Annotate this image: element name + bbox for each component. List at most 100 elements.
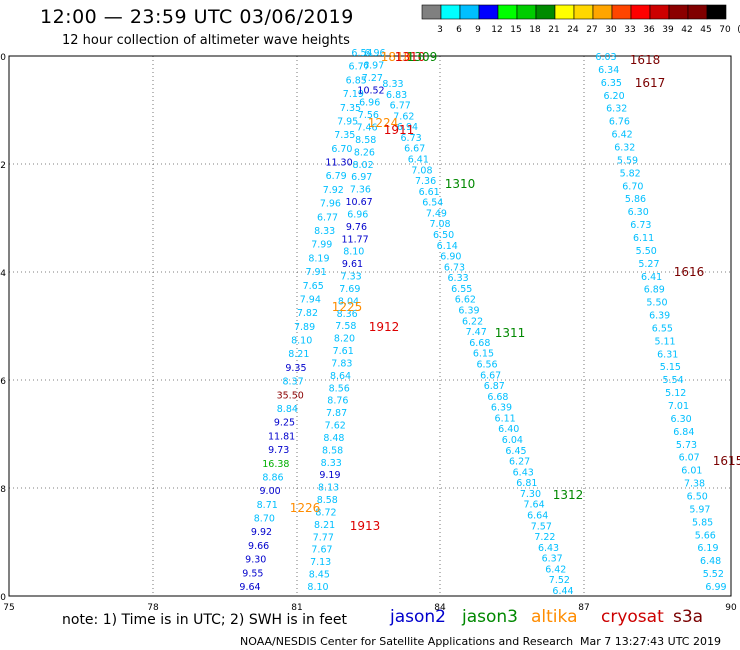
swh-value: 6.43: [538, 543, 559, 554]
swh-value: 6.32: [614, 142, 635, 153]
pass-time-label: 1618: [630, 53, 661, 67]
swh-value: 11.77: [342, 234, 369, 245]
swh-value: 6.77: [317, 212, 338, 223]
swh-value: 16.38: [262, 459, 289, 470]
swh-value: 5.97: [689, 504, 710, 515]
swh-value: 6.97: [351, 172, 372, 183]
swh-value: 7.08: [429, 219, 450, 230]
swh-value: 8.70: [254, 514, 275, 525]
swh-value: 5.66: [695, 530, 716, 541]
swh-value: 7.19: [343, 89, 364, 100]
pass-time-label: 1818: [381, 50, 412, 64]
swh-value: 6.89: [644, 285, 665, 296]
swh-value: 7.64: [523, 500, 544, 511]
swh-value: 8.37: [282, 377, 303, 388]
swh-value: 7.38: [684, 479, 705, 490]
swh-value: 9.00: [260, 486, 281, 497]
swh-value: 6.01: [681, 466, 702, 477]
swh-value: 9.30: [245, 555, 266, 566]
swh-value: 6.42: [545, 564, 566, 575]
legend-cryosat: cryosat: [601, 607, 664, 627]
swh-value: 6.31: [657, 349, 678, 360]
swh-value: 7.36: [415, 176, 436, 187]
swh-value: 5.12: [665, 388, 686, 399]
colorbar-tick-label: 24: [567, 25, 579, 35]
swh-value: 6.50: [687, 492, 708, 503]
swh-value: 8.10: [291, 336, 312, 347]
swh-value: 7.57: [531, 521, 552, 532]
swh-value: 7.35: [340, 103, 361, 114]
swh-value: 7.65: [303, 281, 324, 292]
swh-value: 8.33: [382, 79, 403, 90]
swh-value: 9.35: [285, 363, 306, 374]
pass-time-label: 1311: [495, 326, 526, 340]
swh-value: 8.72: [315, 507, 336, 518]
swh-value: 8.20: [334, 334, 355, 345]
swh-value: 7.01: [668, 401, 689, 412]
swh-value: 6.54: [422, 198, 443, 209]
swh-value: 6.54: [351, 48, 372, 59]
colorbar-tick-label: 18: [529, 25, 541, 35]
swh-value: 6.73: [630, 220, 651, 231]
swh-value: 7.83: [331, 358, 352, 369]
swh-value: 8.71: [257, 500, 278, 511]
swh-value: 6.32: [606, 104, 627, 115]
lat-tick-label: -10: [0, 53, 6, 63]
swh-value: 6.73: [401, 133, 422, 144]
swh-value: 5.85: [692, 517, 713, 528]
swh-value: 6.11: [495, 413, 516, 424]
swh-value: 6.43: [513, 467, 534, 478]
swh-value: 6.81: [516, 478, 537, 489]
swh-value: 9.61: [342, 259, 363, 270]
pass-time-label: 1912: [369, 320, 400, 334]
swh-value: 6.99: [705, 582, 726, 593]
swh-value: 6.56: [476, 359, 497, 370]
swh-value: 7.82: [297, 308, 318, 319]
swh-value: 8.58: [322, 445, 343, 456]
swh-value: 6.96: [364, 48, 385, 59]
swh-value: 6.39: [649, 311, 670, 322]
legend-s3a: s3a: [673, 607, 704, 627]
swh-value: 8.26: [354, 147, 375, 158]
swh-value: 6.42: [612, 130, 633, 141]
swh-value: 9.19: [319, 470, 340, 481]
swh-value: 7.96: [320, 199, 341, 210]
swh-value: 6.94: [397, 122, 418, 133]
swh-value: 6.73: [444, 262, 465, 273]
swh-value: 5.11: [654, 336, 675, 347]
colorbar-tick-label: 30: [605, 25, 617, 35]
swh-value: 8.58: [355, 135, 376, 146]
colorbar-tick-label: 39: [662, 25, 674, 35]
swh-value: 6.20: [603, 91, 624, 102]
colorbar-tick-label: 70: [719, 25, 731, 35]
swh-value: 6.30: [628, 207, 649, 218]
swh-value: 8.56: [329, 383, 350, 394]
swh-value: 5.82: [620, 168, 641, 179]
lon-tick-label: 78: [147, 603, 159, 613]
swh-value: 6.45: [505, 446, 526, 457]
map-subtitle: 12 hour collection of altimeter wave hei…: [62, 33, 350, 48]
colorbar-tick-label: 9: [475, 25, 481, 35]
colorbar-swatch: [706, 4, 727, 20]
swh-value: 7.62: [393, 111, 414, 122]
swh-value: 6.33: [448, 273, 469, 284]
swh-value: 6.48: [700, 556, 721, 567]
lon-tick-label: 84: [434, 603, 446, 613]
map-frame: [8, 55, 732, 597]
swh-value: 8.04: [338, 296, 359, 307]
swh-value: 6.61: [419, 187, 440, 198]
swh-value: 7.67: [311, 545, 332, 556]
map-title: 12:00 — 23:59 UTC 03/06/2019: [40, 6, 354, 28]
pass-time-label: 1616: [674, 265, 705, 279]
swh-value: 6.03: [595, 52, 616, 63]
lat-tick-label: -20: [0, 593, 6, 603]
colorbar-tick-label: 21: [548, 25, 559, 35]
swh-value: 8.02: [352, 160, 373, 171]
swh-value: 8.33: [321, 458, 342, 469]
pass-time-label: 1312: [553, 488, 584, 502]
swh-value: 6.27: [509, 457, 530, 468]
swh-value: 7.87: [326, 408, 347, 419]
lon-tick-label: 75: [3, 603, 14, 613]
pass-time-label: 1310: [395, 50, 426, 64]
lat-tick-label: -14: [0, 269, 6, 279]
